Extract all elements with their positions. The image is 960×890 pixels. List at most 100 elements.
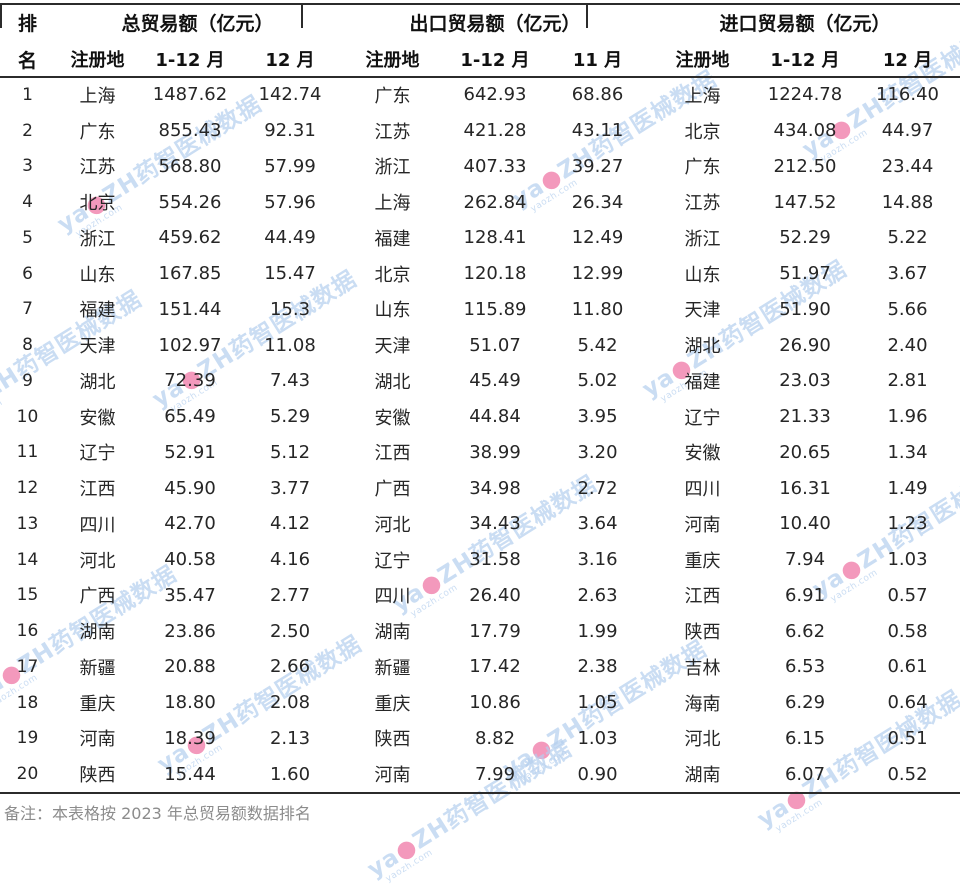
value-cell: 11.80 <box>571 298 624 320</box>
region-cell: 辽宁 <box>684 407 721 429</box>
footer-note: 备注：本表格按 2023 年总贸易额数据排名 <box>4 804 311 823</box>
rank-cell: 16 <box>16 621 39 642</box>
region-cell: 福建 <box>374 228 411 250</box>
value-cell: 10.40 <box>779 513 831 535</box>
value-cell: 34.98 <box>469 477 521 499</box>
table-row: 11 辽宁 52.91 5.12 江西 38.99 3.20 安徽 20.65 1.34 <box>0 435 960 471</box>
region-cell: 河南 <box>79 729 116 751</box>
value-cell: 6.29 <box>784 692 826 714</box>
region-cell: 河北 <box>684 729 721 751</box>
value-cell: 1.34 <box>887 441 928 463</box>
value-cell: 212.50 <box>773 155 837 177</box>
value-cell: 23.86 <box>164 620 216 642</box>
rank-cell: 2 <box>22 120 33 141</box>
value-cell: 1.03 <box>887 549 928 571</box>
region-cell: 山东 <box>79 264 116 286</box>
region-cell: 广西 <box>374 479 411 501</box>
region-cell: 上海 <box>374 193 411 215</box>
rank-cell: 13 <box>16 513 39 534</box>
value-cell: 2.63 <box>577 584 618 606</box>
value-cell: 11.08 <box>264 334 316 356</box>
col-header-export-region: 注册地 <box>365 50 420 71</box>
col-header-import-ytd: 1-12 月 <box>770 50 840 71</box>
value-cell: 6.62 <box>784 620 826 642</box>
table-header: 排 总贸易额（亿元） 出口贸易额（亿元） 进口贸易额（亿元） 名 注册地 1-1… <box>0 3 960 76</box>
header-bottom-border <box>0 76 960 78</box>
value-cell: 142.74 <box>258 84 322 106</box>
region-cell: 广东 <box>684 157 721 179</box>
value-cell: 51.97 <box>779 263 831 285</box>
region-cell: 天津 <box>684 300 721 322</box>
rank-header-line2: 名 <box>17 49 37 72</box>
value-cell: 2.66 <box>269 656 311 678</box>
region-cell: 江西 <box>374 443 411 465</box>
value-cell: 147.52 <box>773 191 837 213</box>
table-row: 18 重庆 18.80 2.08 重庆 10.86 1.05 海南 6.29 0.64 <box>0 685 960 721</box>
rank-header-line1: 排 <box>17 13 37 35</box>
value-cell: 51.90 <box>779 298 831 320</box>
value-cell: 2.08 <box>269 692 311 714</box>
table-row: 19 河南 18.39 2.13 陕西 8.82 1.03 河北 6.15 0.51 <box>0 721 960 757</box>
col-header-import-month: 12 月 <box>882 50 933 71</box>
table-row: 17 新疆 20.88 2.66 新疆 17.42 2.38 吉林 6.53 0.61 <box>0 649 960 685</box>
value-cell: 0.61 <box>887 656 928 678</box>
table-row: 15 广西 35.47 2.77 四川 26.40 2.63 江西 6.91 0.57 <box>0 578 960 614</box>
value-cell: 102.97 <box>158 334 222 356</box>
region-cell: 江苏 <box>684 193 721 215</box>
region-cell: 河北 <box>79 550 116 572</box>
value-cell: 12.49 <box>571 227 624 249</box>
value-cell: 5.12 <box>269 441 311 463</box>
region-cell: 新疆 <box>79 657 116 679</box>
value-cell: 65.49 <box>164 406 216 428</box>
region-cell: 四川 <box>684 479 721 501</box>
region-cell: 福建 <box>79 300 116 322</box>
value-cell: 15.3 <box>269 298 311 320</box>
region-cell: 浙江 <box>374 157 411 179</box>
value-cell: 44.84 <box>469 406 521 428</box>
region-cell: 陕西 <box>684 622 721 644</box>
table-row: 9 湖北 72.39 7.43 湖北 45.49 5.02 福建 23.03 2.81 <box>0 363 960 399</box>
value-cell: 40.58 <box>164 549 216 571</box>
value-cell: 2.72 <box>577 477 618 499</box>
value-cell: 45.49 <box>469 370 521 392</box>
header-divider-export-import <box>586 4 588 28</box>
value-cell: 72.39 <box>164 370 216 392</box>
region-cell: 四川 <box>374 586 411 608</box>
value-cell: 642.93 <box>463 84 527 106</box>
value-cell: 2.13 <box>269 727 311 749</box>
value-cell: 43.11 <box>571 120 624 142</box>
region-cell: 山东 <box>684 264 721 286</box>
value-cell: 120.18 <box>463 263 527 285</box>
region-cell: 陕西 <box>374 729 411 751</box>
table-row: 1 上海 1487.62 142.74 广东 642.93 68.86 上海 1224.78 11… <box>0 77 960 113</box>
value-cell: 5.02 <box>577 370 618 392</box>
value-cell: 0.52 <box>887 763 928 785</box>
region-cell: 陕西 <box>79 765 116 787</box>
value-cell: 0.57 <box>887 584 928 606</box>
table-row: 3 江苏 568.80 57.99 浙江 407.33 39.27 广东 212.50 23.44 <box>0 149 960 185</box>
region-cell: 天津 <box>374 336 411 358</box>
value-cell: 15.47 <box>264 263 316 285</box>
value-cell: 0.51 <box>887 727 928 749</box>
region-cell: 江西 <box>684 586 721 608</box>
value-cell: 5.66 <box>887 298 928 320</box>
region-cell: 上海 <box>79 85 116 107</box>
value-cell: 1.99 <box>577 620 618 642</box>
value-cell: 0.58 <box>887 620 928 642</box>
group-title-total: 总贸易额（亿元） <box>121 13 274 35</box>
region-cell: 重庆 <box>79 693 116 715</box>
table-row: 8 天津 102.97 11.08 天津 51.07 5.42 湖北 26.90 2.40 <box>0 327 960 363</box>
value-cell: 0.90 <box>577 763 618 785</box>
value-cell: 57.99 <box>264 155 316 177</box>
region-cell: 北京 <box>79 193 116 215</box>
region-cell: 广东 <box>79 121 116 143</box>
value-cell: 568.80 <box>158 155 222 177</box>
region-cell: 湖北 <box>684 336 721 358</box>
value-cell: 45.90 <box>164 477 216 499</box>
value-cell: 1.05 <box>577 692 618 714</box>
rank-cell: 8 <box>22 335 33 356</box>
rank-cell: 20 <box>16 764 39 785</box>
value-cell: 3.77 <box>269 477 311 499</box>
col-header-export-month: 11 月 <box>572 50 623 71</box>
region-cell: 浙江 <box>79 228 116 250</box>
